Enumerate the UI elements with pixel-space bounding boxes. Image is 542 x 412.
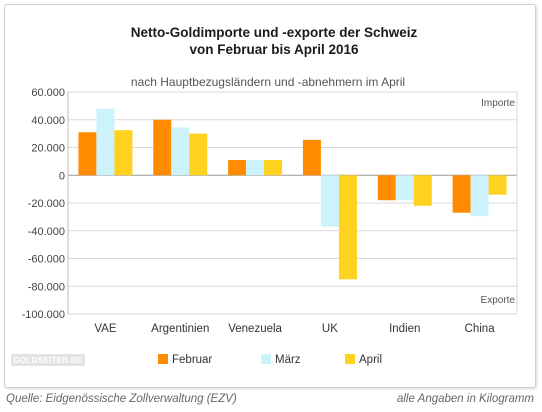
y-axis-ticks: 60.000 40.000 20.000 0 -20.000 -40.000 -60.000…	[22, 87, 65, 321]
bar-venezuela-1	[228, 159, 247, 176]
logo: GOLDSEITEN.DE	[11, 354, 85, 366]
chart-title: Netto-Goldimporte und -exporte der Schwe…	[131, 25, 418, 40]
bar-venezuela-3	[264, 159, 283, 176]
annotation-exporte: Exporte	[481, 295, 516, 306]
bar-indien-1	[377, 175, 396, 201]
legend-swatch	[261, 354, 271, 364]
y-tick-label: 60.000	[31, 87, 65, 99]
bar-china-1	[452, 175, 471, 213]
bar-venezuela-2	[246, 159, 265, 176]
bar-china-2	[470, 175, 489, 217]
legend-label: März	[275, 354, 301, 366]
bar-uk-1	[302, 139, 321, 176]
y-tick-label: -80.000	[28, 281, 65, 293]
chart-subtitle: nach Hauptbezugsländern und -abnehmern i…	[131, 75, 405, 89]
bar-vae-1	[78, 132, 97, 176]
x-category-label: Argentinien	[151, 323, 209, 335]
y-tick-label: -60.000	[28, 254, 65, 266]
bar-argentinien-2	[171, 127, 190, 176]
grid-lines	[67, 91, 518, 315]
chart: Netto-Goldimporte und -exporte der Schwe…	[11, 25, 518, 366]
y-tick-label: -20.000	[28, 198, 65, 210]
legend-swatch	[158, 354, 168, 364]
y-tick-label: 40.000	[31, 115, 65, 127]
logo-text: GOLDSEITEN.DE	[13, 356, 83, 365]
annotation-importe: Importe	[481, 98, 515, 109]
y-tick-label: 20.000	[31, 143, 65, 155]
chart-frame: Netto-Goldimporte und -exporte der Schwe…	[4, 4, 536, 388]
legend-label: April	[359, 354, 382, 366]
legend-swatch	[345, 354, 355, 364]
y-tick-label: -100.000	[22, 309, 65, 321]
x-category-label: Venezuela	[228, 323, 282, 335]
y-tick-label: -40.000	[28, 226, 65, 238]
y-tick-label: 0	[59, 170, 65, 182]
chart-title-line2: von Februar bis April 2016	[189, 42, 359, 57]
legend: Februar März April	[158, 354, 382, 366]
footer-source: Quelle: Eidgenössische Zollverwaltung (E…	[6, 393, 237, 405]
footer-unit: alle Angaben in Kilogramm	[396, 393, 534, 405]
x-category-label: Indien	[389, 323, 420, 335]
x-category-label: VAE	[94, 323, 116, 335]
x-category-label: China	[465, 323, 496, 335]
legend-label: Februar	[172, 354, 212, 366]
x-axis-categories: VAE Argentinien Venezuela UK Indien China	[94, 323, 495, 335]
bar-uk-3	[338, 175, 357, 280]
logo-background	[11, 354, 85, 366]
x-category-label: UK	[322, 323, 338, 335]
bar-china-3	[488, 175, 507, 195]
bar-indien-3	[413, 175, 432, 206]
bars	[78, 108, 507, 280]
bar-argentinien-3	[189, 133, 208, 176]
bar-vae-3	[114, 130, 133, 176]
bar-uk-2	[320, 175, 339, 227]
bar-vae-2	[96, 108, 115, 176]
bar-argentinien-1	[153, 119, 172, 176]
bar-indien-2	[395, 175, 414, 201]
